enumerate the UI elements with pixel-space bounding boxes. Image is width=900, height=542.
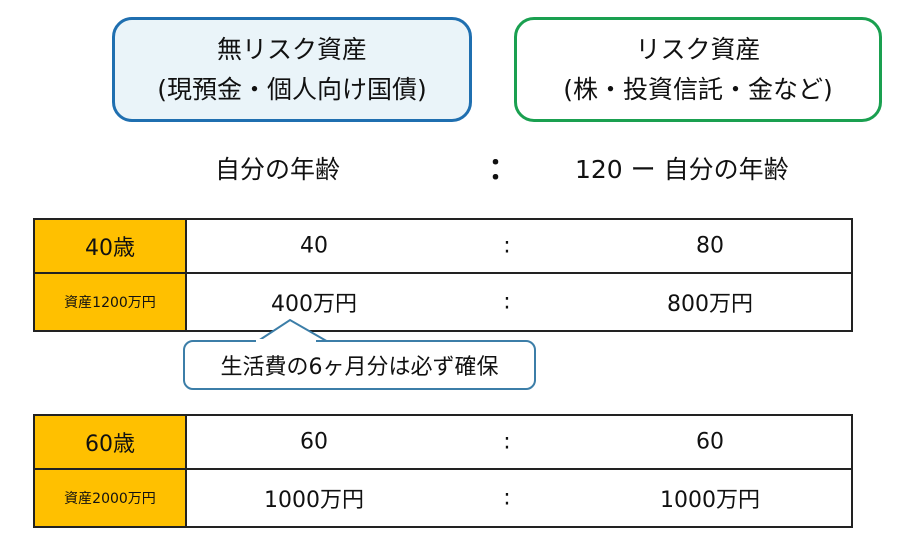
- risk-free-title: 無リスク資産: [216, 34, 367, 64]
- amount-right: 1000万円: [660, 488, 760, 513]
- ratio-left: 60: [300, 429, 328, 455]
- table-row: 資産2000万円 1000万円: 1000万円: [33, 468, 853, 528]
- ratio-right: 60: [696, 429, 724, 455]
- table-row: 60歳 60: 60: [33, 414, 853, 470]
- age-label: 60歳: [33, 414, 187, 470]
- amount-sep: :: [503, 289, 511, 315]
- ratio-sep: :: [503, 429, 511, 455]
- age-60-table: 60歳 60: 60 資産2000万円 1000万円: 1000万円: [33, 414, 853, 528]
- formula-left: 自分の年齢: [215, 155, 341, 184]
- risk-free-asset-box: 無リスク資産 (現預金・個人向け国債): [112, 17, 472, 122]
- assets-label: 資産2000万円: [33, 468, 187, 528]
- table-row: 40歳 40: 80: [33, 218, 853, 274]
- table-row: 資産1200万円 400万円: 800万円: [33, 272, 853, 332]
- risk-free-subtitle: (現預金・個人向け国債): [157, 74, 427, 104]
- risk-asset-box: リスク資産 (株・投資信託・金など): [514, 17, 882, 122]
- callout-pointer-join: [256, 339, 316, 343]
- ratio-sep: :: [503, 233, 511, 259]
- age-label: 40歳: [33, 218, 187, 274]
- ratio-left: 40: [300, 233, 328, 259]
- callout-note: 生活費の6ヶ月分は必ず確保: [183, 340, 536, 390]
- amount-sep: :: [503, 485, 511, 511]
- amount-right: 800万円: [667, 292, 753, 317]
- formula-separator: ：: [488, 152, 518, 187]
- assets-label: 資産1200万円: [33, 272, 187, 332]
- ratio-right: 80: [696, 233, 724, 259]
- risk-asset-title: リスク資産: [635, 34, 761, 64]
- risk-asset-subtitle: (株・投資信託・金など): [563, 74, 833, 104]
- age-40-table: 40歳 40: 80 資産1200万円 400万円: 800万円: [33, 218, 853, 332]
- formula-right: 120 ー 自分の年齢: [575, 155, 789, 184]
- amount-left: 1000万円: [264, 488, 364, 513]
- amount-left: 400万円: [271, 292, 357, 317]
